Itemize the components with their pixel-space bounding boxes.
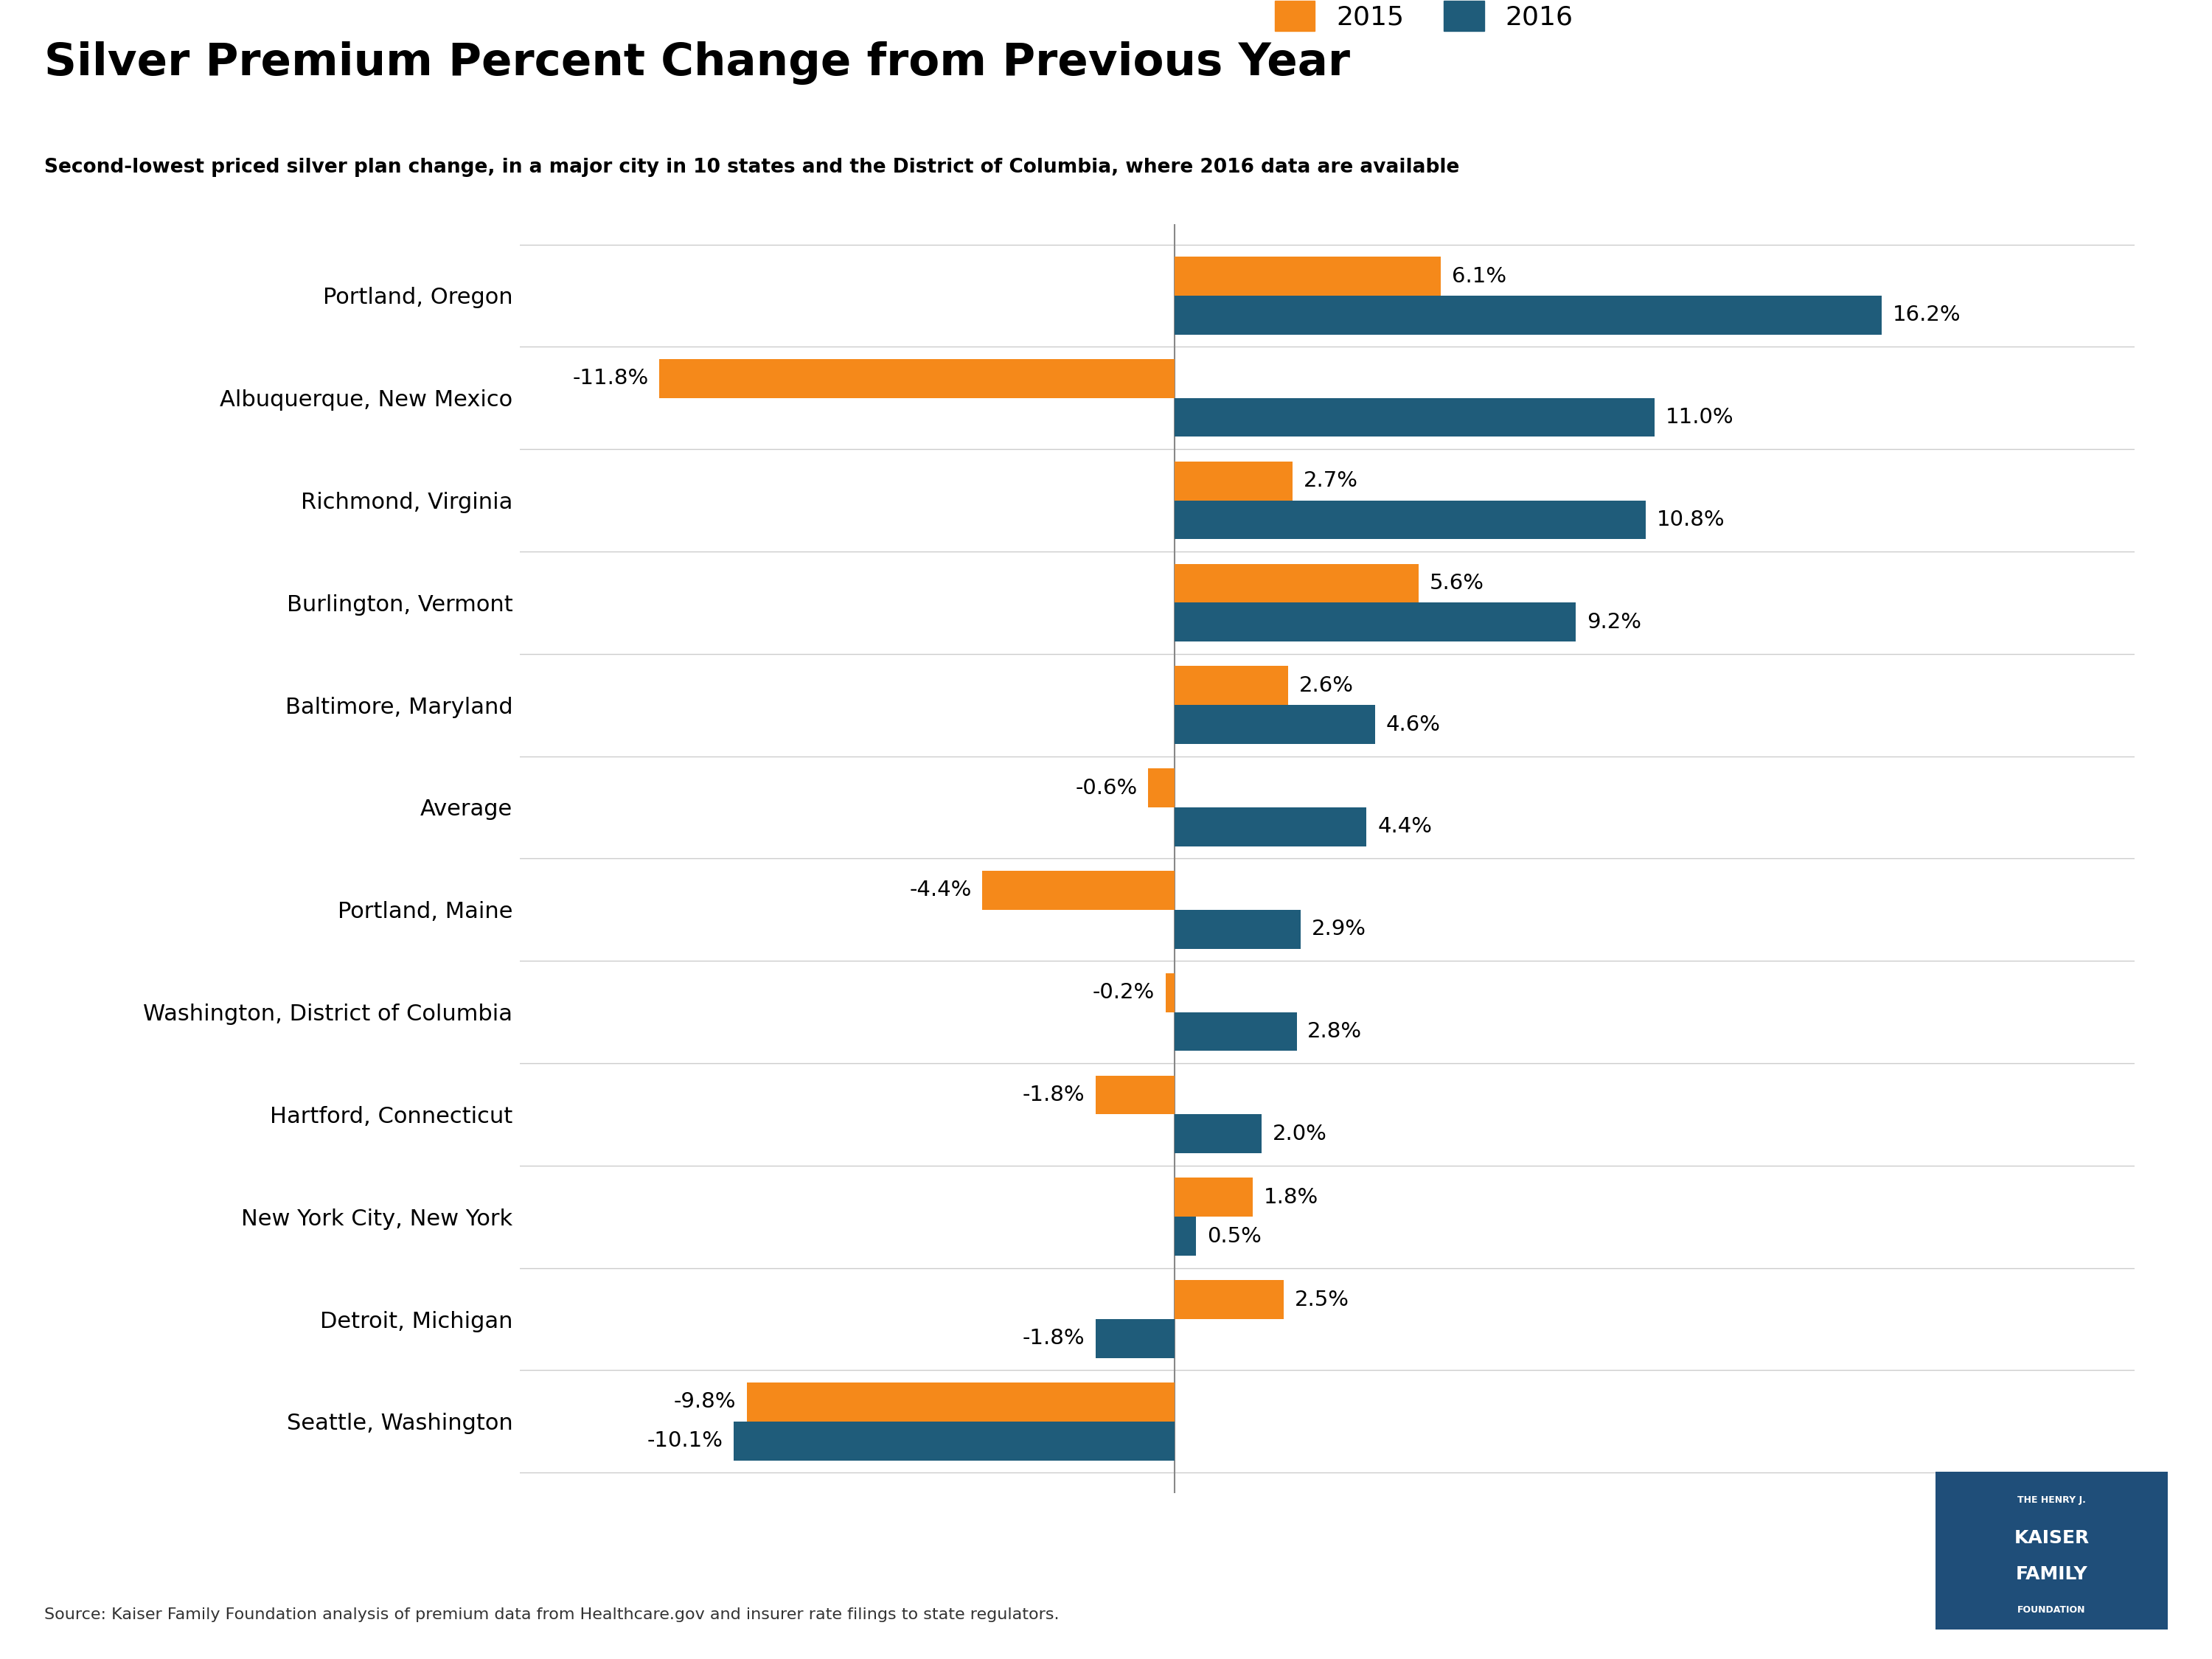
Text: -0.2%: -0.2% <box>1093 982 1155 1004</box>
Bar <box>1175 257 1440 295</box>
Bar <box>1148 768 1175 808</box>
Text: 11.0%: 11.0% <box>1666 406 1734 428</box>
Text: 2.9%: 2.9% <box>1312 919 1367 939</box>
Bar <box>748 1382 1175 1422</box>
Bar <box>1175 602 1575 642</box>
Text: 6.1%: 6.1% <box>1451 265 1506 287</box>
Bar <box>1095 1075 1175 1115</box>
Text: FAMILY: FAMILY <box>2015 1564 2088 1583</box>
Text: -1.8%: -1.8% <box>1022 1085 1084 1105</box>
Bar <box>1175 705 1376 743</box>
Text: -9.8%: -9.8% <box>672 1392 737 1412</box>
Bar <box>1095 1319 1175 1359</box>
Text: KAISER: KAISER <box>2013 1530 2090 1546</box>
Bar <box>1175 1216 1197 1256</box>
Text: Second-lowest priced silver plan change, in a major city in 10 states and the Di: Second-lowest priced silver plan change,… <box>44 158 1460 178</box>
Bar <box>1166 974 1175 1012</box>
Text: -1.8%: -1.8% <box>1022 1329 1084 1349</box>
Bar <box>1175 398 1655 436</box>
Text: 9.2%: 9.2% <box>1586 612 1641 632</box>
Text: Silver Premium Percent Change from Previous Year: Silver Premium Percent Change from Previ… <box>44 41 1349 85</box>
Text: 2.8%: 2.8% <box>1307 1022 1363 1042</box>
Text: FOUNDATION: FOUNDATION <box>2017 1606 2086 1614</box>
Bar <box>1175 564 1418 602</box>
Text: -10.1%: -10.1% <box>646 1430 723 1452</box>
Bar <box>1175 295 1882 335</box>
Text: -4.4%: -4.4% <box>909 879 971 901</box>
Text: 16.2%: 16.2% <box>1891 305 1960 325</box>
Text: -11.8%: -11.8% <box>573 368 648 388</box>
Bar <box>1175 1178 1252 1216</box>
Text: 1.8%: 1.8% <box>1263 1186 1318 1208</box>
Text: 10.8%: 10.8% <box>1657 509 1725 531</box>
Bar <box>1175 1115 1261 1153</box>
Text: -0.6%: -0.6% <box>1075 778 1137 798</box>
Bar <box>659 358 1175 398</box>
Bar <box>1175 1281 1283 1319</box>
Text: 2.7%: 2.7% <box>1303 471 1358 491</box>
Text: 0.5%: 0.5% <box>1208 1226 1261 1246</box>
Bar <box>734 1422 1175 1460</box>
Bar <box>1175 808 1367 846</box>
Text: 2.0%: 2.0% <box>1272 1123 1327 1145</box>
Bar <box>1175 909 1301 949</box>
Text: 2.5%: 2.5% <box>1294 1289 1349 1311</box>
Text: 2.6%: 2.6% <box>1298 675 1354 695</box>
Bar <box>1175 1012 1296 1050</box>
Text: THE HENRY J.: THE HENRY J. <box>2017 1495 2086 1505</box>
Text: 4.6%: 4.6% <box>1387 713 1440 735</box>
Bar <box>1175 501 1646 539</box>
Text: 4.4%: 4.4% <box>1378 816 1431 838</box>
Bar <box>982 871 1175 909</box>
Bar <box>1175 667 1287 705</box>
Text: 5.6%: 5.6% <box>1429 572 1484 594</box>
Legend: 2015, 2016: 2015, 2016 <box>1265 0 1584 41</box>
Bar <box>1175 461 1292 501</box>
Text: Source: Kaiser Family Foundation analysis of premium data from Healthcare.gov an: Source: Kaiser Family Foundation analysi… <box>44 1608 1060 1623</box>
